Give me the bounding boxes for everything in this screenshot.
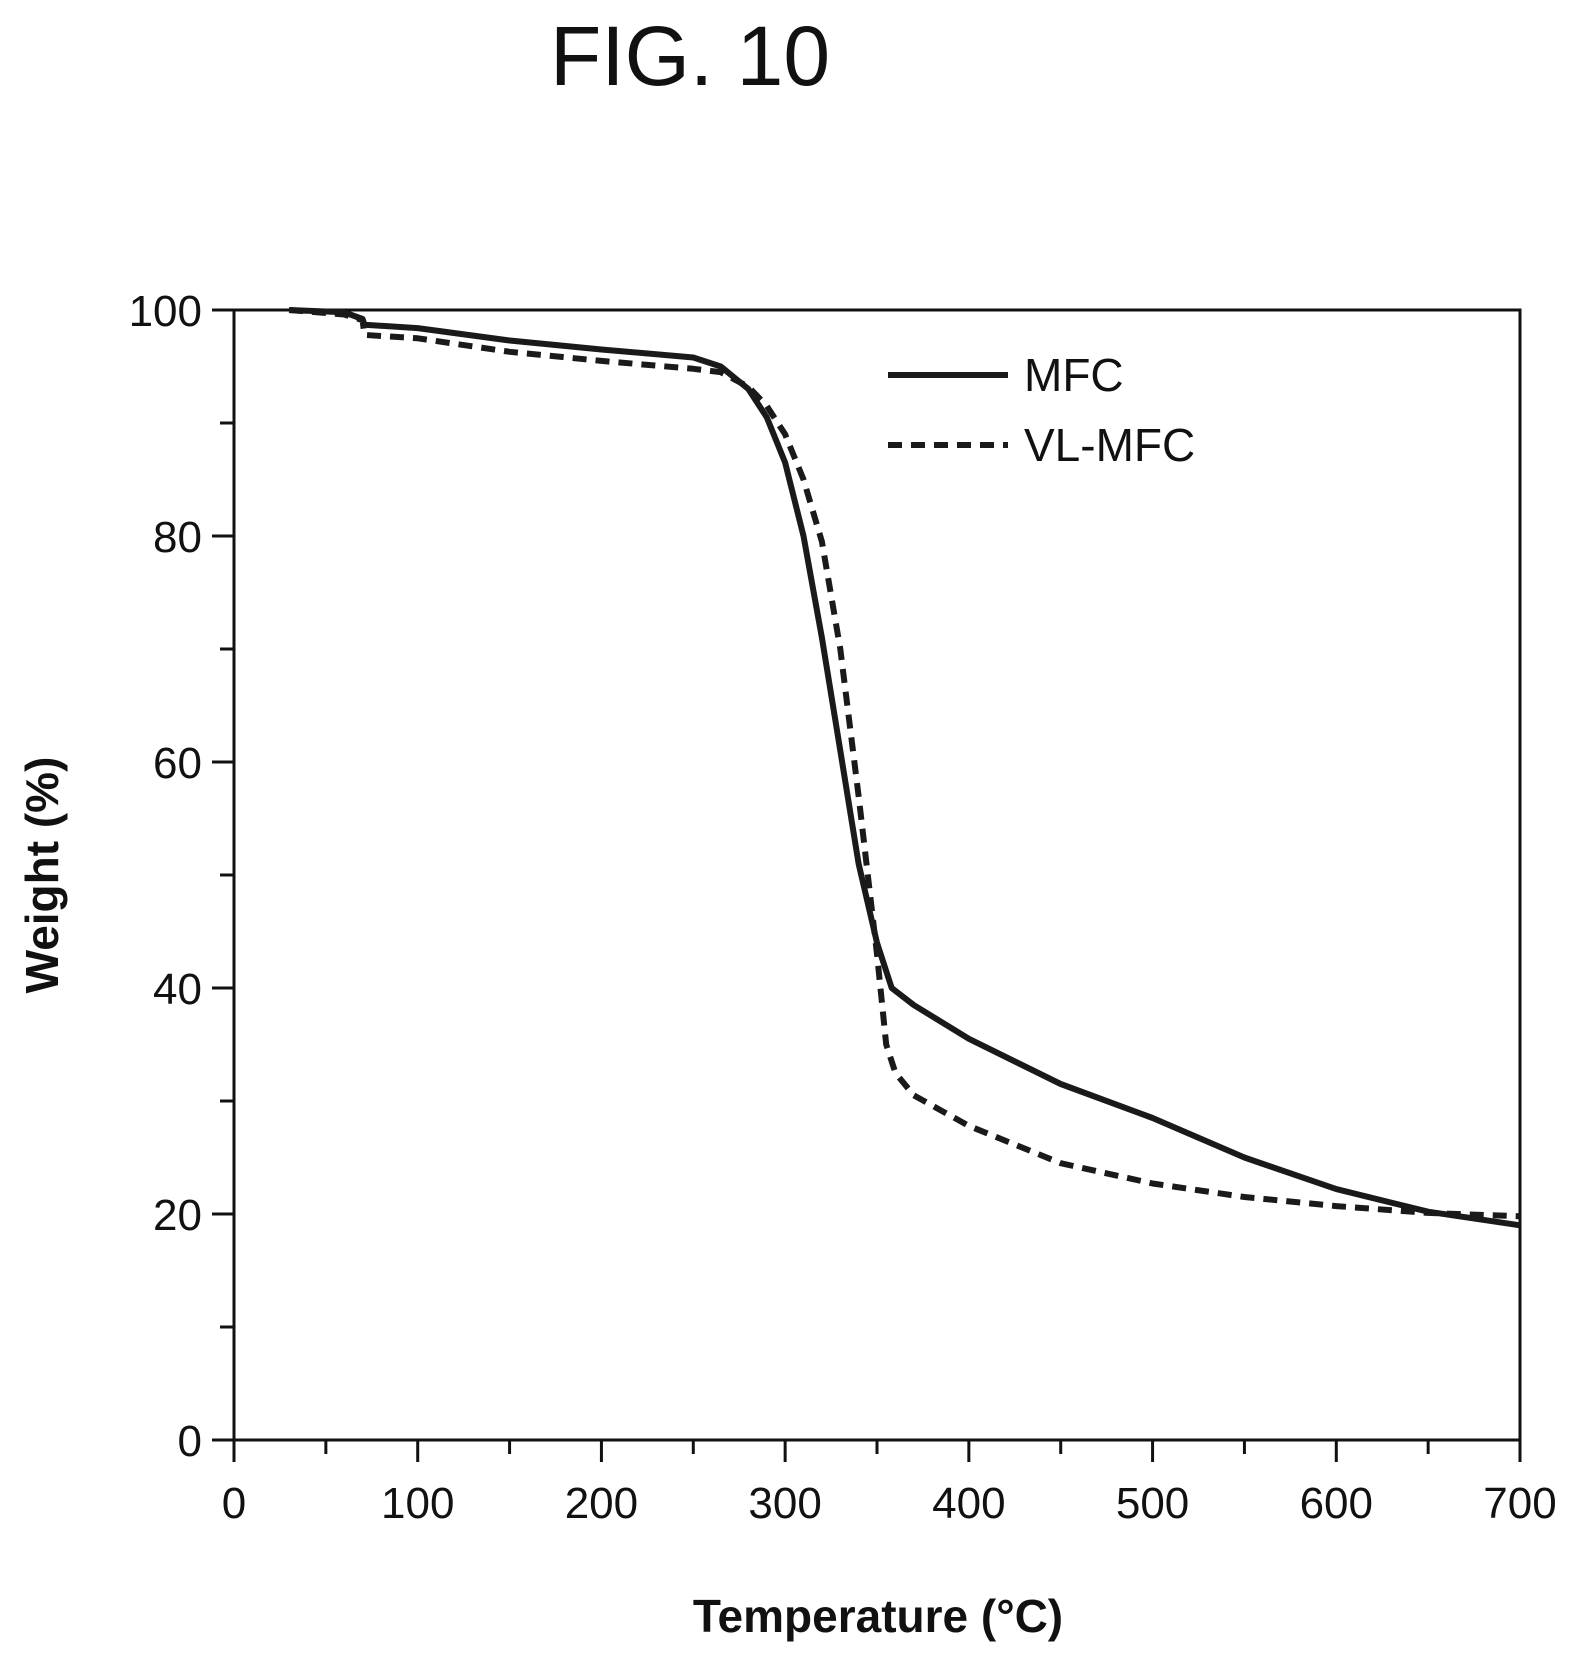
y-tick-label: 0 [178,1417,202,1466]
x-axis-title: Temperature (°C) [693,1590,1063,1642]
plot-area: 0 20 40 60 80 100 0 100 200 300 400 500 600 700 [129,287,1557,1528]
series-line-vl-mfc [288,307,1521,1220]
legend-label-vl-mfc: VL-MFC [1024,419,1195,471]
x-tick-label: 600 [1300,1479,1373,1528]
y-tick-label: 60 [153,739,202,788]
legend: MFC VL-MFC [888,349,1195,471]
x-tick-label: 500 [1116,1479,1189,1528]
series-layer [288,307,1521,1229]
y-axis-title: Weight (%) [16,757,68,994]
plot-frame [232,308,1522,1442]
x-tick-label: 0 [222,1479,246,1528]
x-tick-label: 400 [932,1479,1005,1528]
legend-label-mfc: MFC [1024,349,1124,401]
y-tick-label: 20 [153,1191,202,1240]
y-axis-ticks: 0 20 40 60 80 100 [129,287,234,1466]
x-tick-label: 300 [748,1479,821,1528]
x-tick-label: 200 [565,1479,638,1528]
y-tick-label: 100 [129,287,202,336]
y-tick-label: 80 [153,513,202,562]
x-tick-label: 100 [381,1479,454,1528]
series-line-mfc [288,307,1521,1229]
figure-title: FIG. 10 [550,9,830,103]
x-tick-label: 700 [1483,1479,1556,1528]
y-tick-label: 40 [153,965,202,1014]
x-axis-ticks: 0 100 200 300 400 500 600 700 [222,1440,1557,1528]
